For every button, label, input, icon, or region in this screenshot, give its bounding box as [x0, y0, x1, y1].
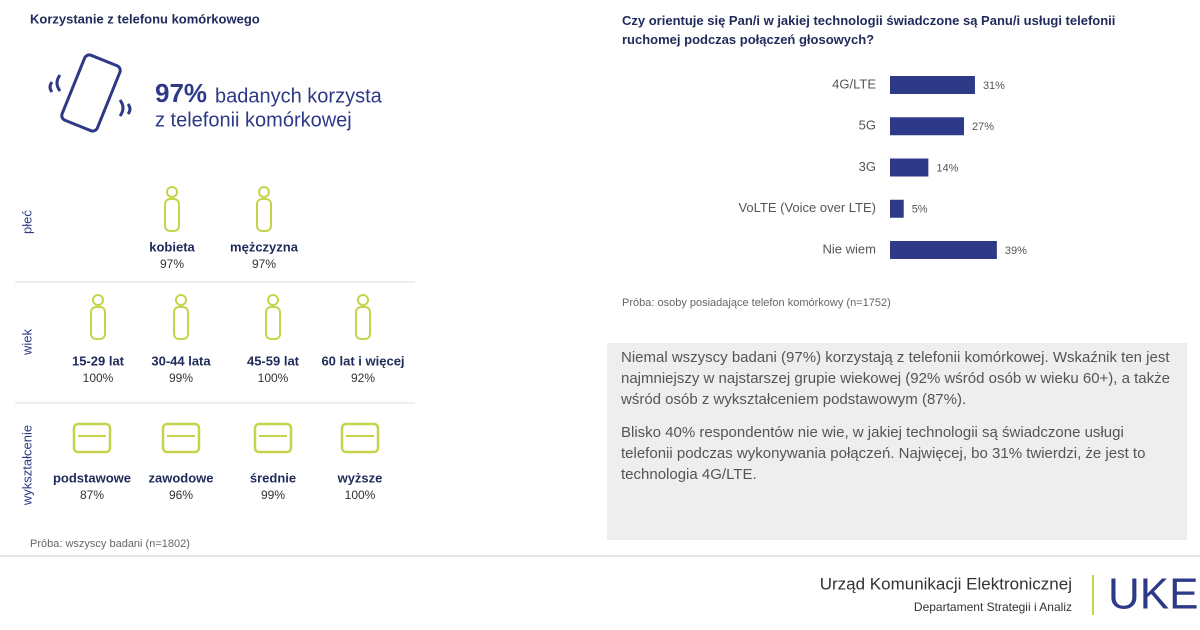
icon [161, 422, 201, 454]
bar [890, 199, 904, 218]
item-label: średnie [250, 470, 296, 485]
logo: UKE [1108, 570, 1198, 619]
item-label: 15-29 lat [72, 353, 125, 368]
icon [357, 294, 369, 306]
item-value: 92% [351, 371, 375, 385]
chart-note: Próba: osoby posiadające telefon komórko… [622, 297, 891, 309]
bar [890, 158, 929, 177]
icon [355, 306, 371, 340]
headline-value: 97% [155, 78, 207, 108]
bar [890, 241, 997, 259]
value-label: 14% [936, 162, 958, 174]
phone-icon [48, 53, 132, 133]
item-value: 99% [169, 371, 193, 385]
icon [258, 186, 270, 198]
icon [166, 186, 178, 198]
icon [175, 294, 187, 306]
value-label: 39% [1005, 245, 1027, 257]
item-value: 99% [261, 488, 285, 502]
chart-title: Czy orientuje się Pan/i w jakiej technol… [622, 13, 1116, 47]
icon [72, 422, 112, 454]
category-label: VoLTE (Voice over LTE) [738, 200, 876, 215]
item-label: 45-59 lat [247, 353, 300, 368]
item-value: 100% [345, 488, 376, 502]
item-label: mężczyzna [230, 239, 299, 254]
group-label: wiek [19, 329, 34, 357]
group-label: płeć [19, 210, 34, 234]
item-value: 97% [252, 257, 276, 271]
item-label: 30-44 lata [151, 353, 211, 368]
item-label: 60 lat i więcej [321, 353, 404, 368]
icon [90, 306, 106, 340]
icon [92, 294, 104, 306]
icon [253, 422, 293, 454]
category-label: 3G [859, 159, 876, 174]
summary-paragraph: Blisko 40% respondentów nie wie, w jakie… [621, 424, 1146, 483]
value-label: 31% [983, 80, 1005, 92]
item-label: wyższe [337, 470, 383, 485]
bar [890, 117, 964, 136]
icon [173, 306, 189, 340]
item-value: 87% [80, 488, 104, 502]
item-label: kobieta [149, 239, 195, 254]
left-note: Próba: wszyscy badani (n=1802) [30, 538, 190, 550]
value-label: 5% [912, 204, 928, 216]
headline-text: badanych korzysta [215, 85, 383, 107]
category-label: 4G/LTE [832, 76, 876, 91]
value-label: 27% [972, 121, 994, 133]
category-label: Nie wiem [823, 241, 876, 256]
bar [890, 76, 975, 94]
item-value: 97% [160, 257, 184, 271]
icon [340, 422, 380, 454]
icon [164, 198, 180, 232]
footer-org: Urząd Komunikacji Elektronicznej [820, 574, 1072, 593]
left-title: Korzystanie z telefonu komórkowego [30, 11, 260, 26]
summary-box: Niemal wszyscy badani (97%) korzystają z… [607, 343, 1187, 540]
item-label: zawodowe [148, 470, 213, 485]
icon [256, 198, 272, 232]
icon [267, 294, 279, 306]
item-value: 100% [83, 371, 114, 385]
item-value: 100% [258, 371, 289, 385]
icon [265, 306, 281, 340]
footer-dept: Departament Strategii i Analiz [914, 600, 1072, 614]
item-label: podstawowe [53, 470, 131, 485]
summary-paragraph: Niemal wszyscy badani (97%) korzystają z… [621, 349, 1170, 408]
headline-text: z telefonii komórkowej [155, 109, 352, 131]
group-label: wykształcenie [19, 425, 34, 506]
item-value: 96% [169, 488, 193, 502]
category-label: 5G [859, 118, 876, 133]
